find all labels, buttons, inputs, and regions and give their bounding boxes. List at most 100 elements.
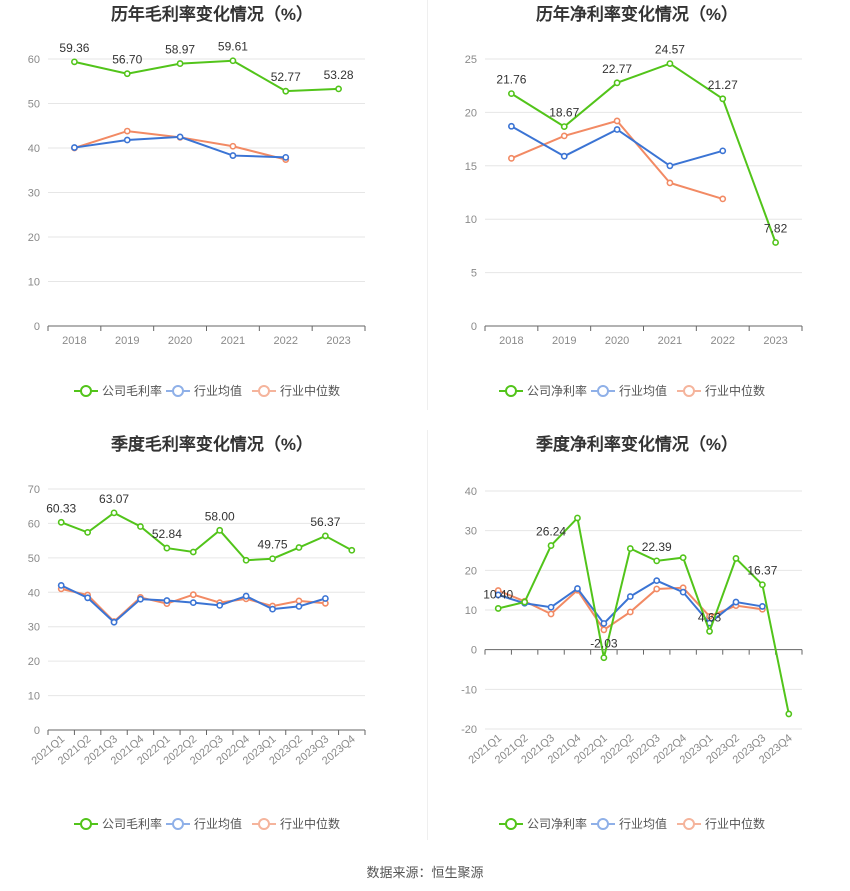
data-point-median [560, 132, 568, 140]
legend-label: 公司净利率 [527, 383, 587, 398]
data-point-avg [732, 598, 740, 606]
data-source-note: 数据来源：恒生聚源 [366, 865, 484, 880]
data-point-median [706, 612, 713, 620]
data-point-company [600, 654, 608, 662]
data-point-avg [137, 595, 144, 603]
y-tick-label: 40 [465, 486, 477, 498]
legend-label: 公司净利率 [527, 816, 587, 831]
y-tick-label: -10 [461, 684, 477, 696]
y-tick-label: 20 [465, 565, 477, 577]
y-tick-label: -20 [461, 724, 477, 736]
data-point-avg [653, 577, 661, 585]
x-tick-label: 2020 [168, 335, 192, 347]
data-point-avg [613, 126, 621, 133]
x-tick-label: 2021 [658, 335, 682, 347]
data-label: 21.76 [496, 73, 526, 87]
y-tick-label: 10 [465, 214, 477, 226]
y-tick-label: 40 [28, 143, 40, 155]
data-point-avg [295, 603, 303, 610]
data-point-avg [508, 122, 515, 130]
legend-marker [258, 818, 270, 830]
x-tick-label: 2020 [605, 335, 629, 347]
data-point-median [508, 154, 515, 162]
data-point-median [626, 608, 634, 616]
data-point-company [772, 239, 779, 246]
data-point-avg [560, 152, 568, 160]
chart-panel-quarterly-gross: 季度毛利率变化情况（%） 0 10 20 30 40 50 60 70 2021Q1 2021Q2 2… [0, 430, 425, 840]
chart-title: 季度毛利率变化情况（%） [111, 434, 313, 454]
y-tick-label: 10 [465, 605, 477, 617]
x-tick-label: 2019 [115, 335, 139, 347]
data-label: 22.39 [642, 540, 672, 554]
legend-marker [80, 818, 92, 830]
data-point-company [521, 598, 529, 606]
chart-annual-gross: 历年毛利率变化情况（%） 0 10 20 30 40 50 60 2018 2019 2020 202… [28, 4, 366, 398]
legend-label: 行业均值 [619, 383, 667, 398]
data-label: 59.36 [59, 41, 89, 55]
y-tick-label: 60 [28, 54, 40, 66]
data-point-avg [84, 594, 92, 602]
y-tick-label: 20 [465, 107, 477, 119]
x-tick-label: 2018 [62, 335, 86, 347]
data-point-avg [242, 592, 250, 600]
x-tick-label: 2018 [499, 335, 523, 347]
chart-panel-quarterly-net: 季度净利率变化情况（%） -20 -10 0 10 20 30 40 2021Q1 2021Q2 2… [425, 430, 850, 840]
data-point-avg [679, 588, 687, 596]
data-point-company [123, 70, 131, 78]
data-point-company [785, 710, 793, 718]
y-tick-label: 0 [471, 321, 477, 333]
data-point-median [189, 591, 197, 599]
legend-marker [597, 385, 609, 397]
legend-label: 公司毛利率 [102, 383, 162, 398]
x-tick-label: 2022 [711, 335, 735, 347]
data-point-avg [189, 599, 197, 607]
legend-marker [258, 385, 270, 397]
legend-item-company: 公司毛利率 [74, 383, 162, 398]
data-point-company [732, 555, 740, 562]
data-point-company [110, 509, 118, 517]
legend-marker [505, 385, 517, 397]
legend-item-company: 公司毛利率 [74, 816, 162, 831]
data-point-avg [163, 597, 171, 604]
data-point-median [229, 142, 237, 150]
data-label: 26.24 [536, 525, 566, 539]
data-point-avg [666, 162, 674, 170]
data-point-company [242, 556, 250, 564]
legend-label: 行业中位数 [705, 816, 765, 831]
legend-marker [683, 385, 695, 397]
x-tick-label: 2023 [763, 335, 787, 347]
data-point-company [71, 58, 78, 66]
data-point-avg [229, 152, 237, 159]
legend-label: 公司毛利率 [102, 816, 162, 831]
data-point-company [321, 532, 329, 540]
data-point-avg [269, 605, 276, 613]
chart-panel-annual-gross: 历年毛利率变化情况（%） 0 10 20 30 40 50 60 2018 2019 2020 202… [0, 0, 425, 410]
legend-label: 行业均值 [194, 816, 242, 831]
data-point-avg [123, 136, 131, 144]
chart-quarterly-gross: 季度毛利率变化情况（%）0102030405060702021Q12021Q22… [28, 434, 366, 831]
data-label: 58.97 [165, 43, 195, 57]
data-point-company [269, 555, 276, 563]
legend-item-median: 行业中位数 [677, 816, 765, 831]
chart-title: 历年毛利率变化情况（%） [111, 4, 313, 24]
legend-marker [597, 818, 609, 830]
legend-item-avg: 行业均值 [591, 816, 667, 831]
vertical-divider-top [427, 0, 428, 410]
y-tick-label: 50 [28, 99, 40, 111]
data-label: 4.63 [698, 610, 722, 624]
data-point-company [335, 85, 342, 93]
y-tick-label: 10 [28, 277, 40, 289]
legend-item-avg: 行业均值 [591, 383, 667, 398]
chart-annual-net: 历年净利率变化情况（%） 0 5 10 15 20 25 2018 2019 2020 2021 20… [465, 4, 803, 398]
data-point-avg [600, 620, 608, 627]
data-point-company [666, 60, 674, 67]
data-label: -2.03 [590, 637, 618, 651]
y-tick-label: 10 [28, 691, 40, 703]
data-point-avg [57, 581, 65, 589]
data-point-avg [494, 591, 502, 599]
legend-marker [172, 385, 184, 397]
x-tick-label: 2021 [221, 335, 245, 347]
data-point-avg [321, 595, 329, 602]
y-tick-label: 15 [465, 161, 477, 173]
data-point-company [626, 545, 634, 552]
